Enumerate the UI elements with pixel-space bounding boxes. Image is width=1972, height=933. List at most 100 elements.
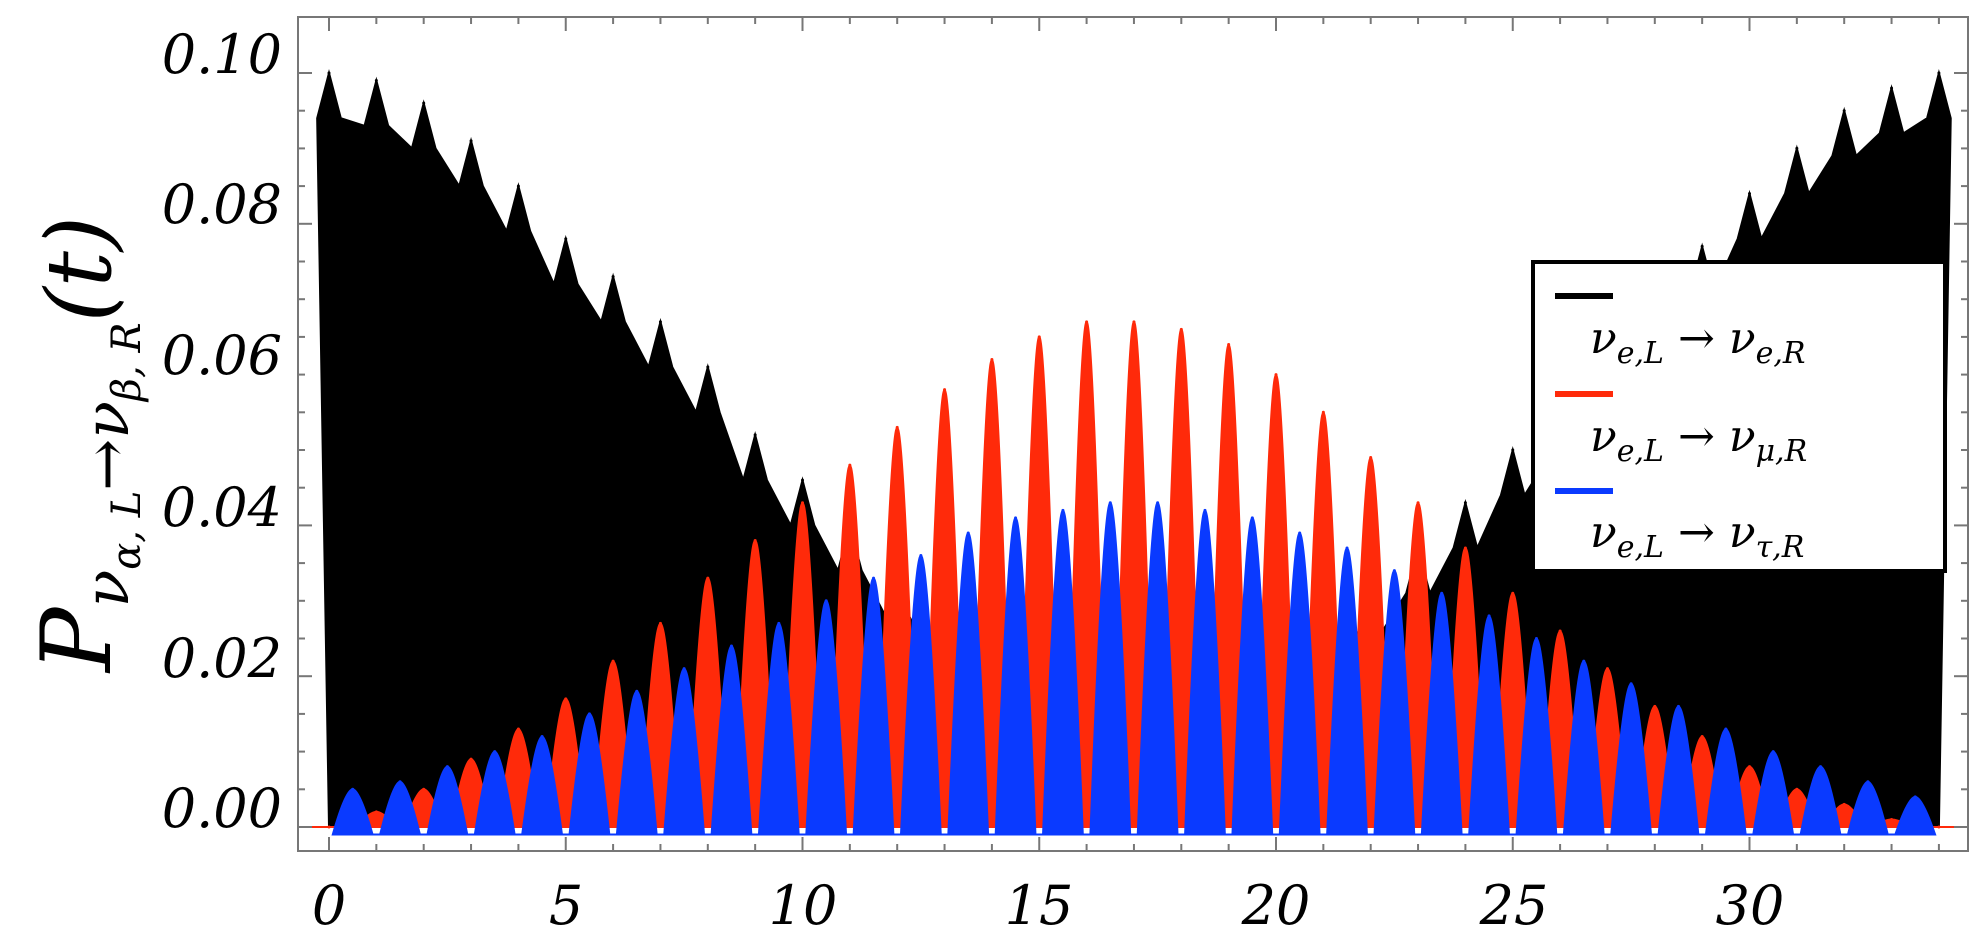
y-axis-title-subsub: α, L (104, 491, 150, 570)
series-1-peak-point (1132, 320, 1136, 324)
series-2-peak-point (1819, 765, 1823, 769)
series-0-peak-point (801, 478, 804, 482)
y-axis-title-arg: (t) (27, 216, 132, 322)
series-2-peak-point (1061, 508, 1065, 512)
series-2-peak-point (1298, 531, 1302, 535)
series-1-peak-point (1748, 765, 1751, 769)
legend-box (1531, 260, 1947, 573)
series-0-peak-point (1890, 86, 1894, 90)
legend-label-0: νe,L → νe,R (1590, 313, 1805, 371)
series-2-peak-point (1108, 501, 1112, 505)
series-1-peak-point (1179, 327, 1183, 331)
y-axis-title-target: ν (70, 401, 143, 439)
series-2-peak-point (1676, 704, 1680, 708)
y-tick-label: 0.04 (162, 476, 282, 539)
series-0-peak-point (327, 71, 331, 75)
x-axis-tick-labels: 0 5 10 15 20 25 30 (312, 874, 1785, 933)
series-1-peak-point (1511, 591, 1515, 595)
series-0-peak-point (1511, 448, 1515, 452)
series-2-peak-point (1440, 591, 1444, 595)
series-1-peak-point (848, 463, 852, 467)
x-tick-label: 15 (1005, 874, 1074, 933)
series-0-peak-point (516, 184, 520, 188)
series-1-peak-point (1937, 825, 1941, 829)
series-1-peak-point (1653, 704, 1657, 708)
x-tick-label: 0 (312, 874, 346, 933)
series-1-peak-point (706, 576, 710, 580)
series-2-peak-point (398, 780, 402, 784)
series-1-peak-point (1085, 320, 1089, 324)
y-axis-tick-labels: 0.00 0.02 0.04 0.06 0.08 0.10 (162, 23, 282, 840)
x-tick-label: 10 (769, 874, 838, 933)
series-0-peak-point (611, 275, 615, 279)
series-2-peak-point (1345, 546, 1349, 550)
y-axis-title-sub: ν (70, 570, 143, 608)
series-1-peak-point (1227, 342, 1231, 346)
series-1-peak-point (469, 757, 473, 761)
series-1-peak-point (801, 501, 804, 505)
series-2-peak-point (966, 531, 970, 535)
series-2-peak-point (919, 554, 923, 558)
series-1-peak-point (1795, 787, 1799, 791)
y-tick-label: 0.10 (162, 23, 282, 86)
series-2-peak-point (729, 644, 733, 648)
series-1-peak-point (753, 538, 757, 542)
series-1-peak-point (611, 659, 615, 663)
series-2-peak-point (351, 787, 355, 791)
series-1-peak-point (1558, 629, 1562, 633)
series-2-peak-point (1582, 659, 1586, 663)
series-1-peak-point (422, 787, 426, 791)
series-0-peak-point (469, 139, 473, 143)
series-2-peak-point (1534, 637, 1538, 640)
series-0-peak-point (658, 320, 662, 324)
series-1-peak-point (1842, 802, 1846, 806)
x-tick-label: 25 (1479, 874, 1549, 933)
series-0-peak-point (1795, 146, 1799, 150)
series-0-peak-point (1748, 192, 1751, 196)
series-1-peak-point (1321, 410, 1325, 414)
series-1-peak-point (1890, 817, 1894, 821)
series-2-peak-point (777, 621, 781, 625)
series-2-peak-point (635, 689, 639, 693)
series-2-peak-point (824, 599, 828, 603)
series-1-peak-point (1463, 546, 1467, 550)
series-2-peak-point (1014, 516, 1018, 520)
series-0-peak-point (706, 365, 710, 369)
series-2-peak-point (1487, 614, 1491, 618)
series-1-peak-point (990, 358, 994, 362)
x-tick-label: 5 (549, 874, 583, 933)
series-2-peak-point (1913, 795, 1917, 799)
series-1-peak-point (516, 727, 520, 731)
series-0-peak-point (374, 79, 378, 83)
x-tick-label: 20 (1241, 874, 1311, 933)
series-1-peak-point (1369, 456, 1373, 460)
legend-label-2: νe,L → ντ,R (1590, 507, 1804, 565)
series-0-peak-point (1842, 109, 1846, 113)
y-tick-label: 0.02 (162, 627, 282, 690)
series-1-peak-point (895, 425, 899, 429)
y-axis-title-main: P (21, 606, 133, 674)
y-axis-title: Pνα, L→νβ, R(t) (21, 216, 150, 674)
series-2-peak-point (682, 667, 686, 671)
y-tick-label: 0.06 (162, 324, 282, 387)
series-1-peak-point (1700, 735, 1704, 739)
legend-label-1: νe,L → νμ,R (1590, 411, 1807, 469)
series-0-peak-point (1937, 71, 1941, 75)
series-2-peak-point (1203, 508, 1207, 512)
series-0-peak-point (1463, 501, 1467, 505)
series-1-peak-point (943, 388, 947, 392)
legend: νe,L → νe,R νe,L → νμ,R νe,L → ντ,R (1531, 260, 1947, 573)
series-2-peak-point (1250, 516, 1254, 520)
series-2-peak-point (587, 712, 591, 716)
series-layer (309, 69, 1959, 836)
ticks-layer (298, 17, 1968, 851)
series-1-peak-point (564, 697, 568, 701)
series-2-peak-point (1771, 750, 1775, 754)
series-0-peak-point (753, 433, 757, 437)
series-1-peak-point (327, 825, 331, 829)
series-2-peak-point (1392, 569, 1396, 573)
series-0-peak-point (1700, 244, 1704, 248)
svg-text:Pνα, L→νβ, R(t): Pνα, L→νβ, R(t) (21, 216, 150, 674)
y-tick-label: 0.08 (162, 173, 282, 236)
series-2-peak-point (445, 765, 449, 769)
